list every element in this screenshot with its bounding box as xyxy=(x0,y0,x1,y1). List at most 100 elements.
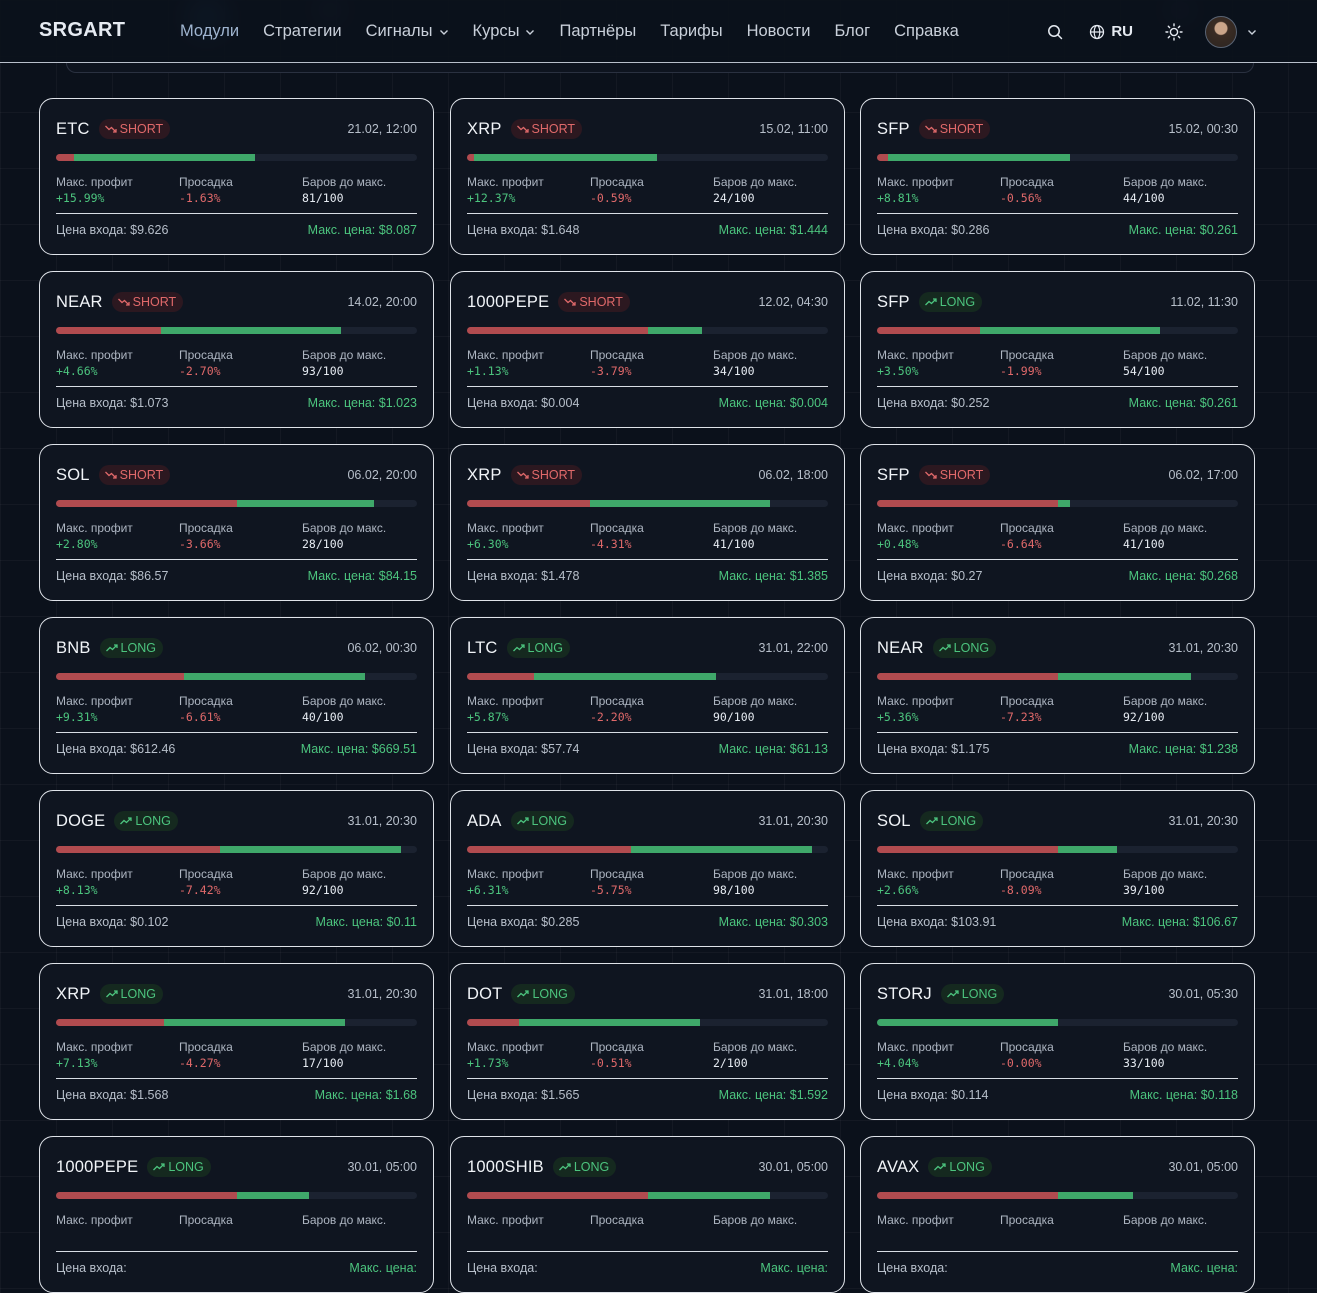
progress-bar xyxy=(877,327,1238,334)
max-price-label: Макс. цена: xyxy=(718,223,787,237)
profit-fill xyxy=(647,1192,771,1199)
stat-label: Просадка xyxy=(1000,1213,1054,1227)
nav-item-5[interactable]: Тарифы xyxy=(660,22,722,41)
signal-card[interactable]: LTC LONG 31.01, 22:00 Макс. профит +5.87… xyxy=(450,617,845,774)
stat-value: +8.13% xyxy=(56,883,98,897)
signal-card[interactable]: XRP LONG 31.01, 20:30 Макс. профит +7.13… xyxy=(39,963,434,1120)
nav-item-8[interactable]: Справка xyxy=(894,22,959,41)
signal-card[interactable]: 1000PEPE SHORT 12.02, 04:30 Макс. профит… xyxy=(450,271,845,428)
signal-card[interactable]: SOL SHORT 06.02, 20:00 Макс. профит +2.8… xyxy=(39,444,434,601)
profit-fill xyxy=(1057,846,1118,853)
divider xyxy=(467,213,828,214)
stat-label: Макс. профит xyxy=(56,1040,133,1054)
side-label: LONG xyxy=(135,814,171,828)
stat-label: Просадка xyxy=(1000,1040,1054,1054)
signal-card[interactable]: ETC SHORT 21.02, 12:00 Макс. профит +15.… xyxy=(39,98,434,255)
stat-label: Просадка xyxy=(1000,694,1054,708)
max-price-label: Макс. цена: xyxy=(760,1261,828,1275)
stat-value: +4.66% xyxy=(56,364,98,378)
max-price-label: Макс. цена: xyxy=(1128,569,1197,583)
side-label: LONG xyxy=(573,1160,610,1174)
progress-bar xyxy=(467,154,828,161)
stat-label: Макс. профит xyxy=(877,348,954,362)
signal-card[interactable]: BNB LONG 06.02, 00:30 Макс. профит +9.31… xyxy=(39,617,434,774)
stat-label: Баров до макс. xyxy=(1123,348,1208,362)
signal-card[interactable]: DOT LONG 31.01, 18:00 Макс. профит +1.73… xyxy=(450,963,845,1120)
stat-value: +1.13% xyxy=(467,364,509,378)
signal-card[interactable]: ADA LONG 31.01, 20:30 Макс. профит +6.31… xyxy=(450,790,845,947)
symbol: 1000PEPE xyxy=(467,292,550,311)
card-footer: Цена входа: $0.252 Макс. цена: $0.261 xyxy=(877,396,1238,410)
stat-bars: Баров до макс. xyxy=(302,1213,386,1229)
nav-item-1[interactable]: Стратегии xyxy=(263,22,341,41)
max-price-value: $1.592 xyxy=(789,1088,828,1102)
nav-item-4[interactable]: Партнёры xyxy=(559,22,636,41)
language-switcher[interactable]: RU xyxy=(1089,23,1133,40)
nav-item-7[interactable]: Блог xyxy=(834,22,870,41)
stat-label: Просадка xyxy=(179,348,233,362)
nav-item-label: Партнёры xyxy=(559,22,637,40)
signal-card[interactable]: XRP SHORT 15.02, 11:00 Макс. профит +12.… xyxy=(450,98,845,255)
stat-value: 24/100 xyxy=(713,191,755,205)
card-header: XRP LONG 31.01, 20:30 xyxy=(56,982,417,1006)
stat-max-profit: Макс. профит +2.80% xyxy=(56,521,133,551)
stat-bars: Баров до макс. xyxy=(1123,1213,1207,1229)
side-badge: LONG xyxy=(918,292,983,312)
entry-price-value: $0.004 xyxy=(541,396,580,410)
stat-label: Макс. профит xyxy=(877,1040,954,1054)
nav-item-label: Новости xyxy=(746,22,811,40)
stat-label: Просадка xyxy=(590,175,644,189)
symbol: SFP xyxy=(877,119,910,138)
signal-date: 31.01, 20:30 xyxy=(347,987,417,1001)
side-label: LONG xyxy=(531,814,567,828)
nav-item-2[interactable]: Сигналы xyxy=(366,22,449,41)
search-button[interactable] xyxy=(1047,24,1063,40)
symbol: NEAR xyxy=(56,292,103,311)
stat-max-profit: Макс. профит +1.73% xyxy=(467,1040,544,1070)
stats-row: Макс. профит Просадка Баров до макс. xyxy=(56,1213,417,1247)
signal-card[interactable]: SOL LONG 31.01, 20:30 Макс. профит +2.66… xyxy=(860,790,1255,947)
chevron-down-icon[interactable] xyxy=(1247,27,1257,37)
signal-card[interactable]: DOGE LONG 31.01, 20:30 Макс. профит +8.1… xyxy=(39,790,434,947)
progress-bar xyxy=(877,1019,1238,1026)
stat-drawdown: Просадка xyxy=(179,1213,233,1229)
drawdown-fill xyxy=(467,327,648,334)
trend-down-icon xyxy=(104,471,117,479)
signal-card[interactable]: NEAR SHORT 14.02, 20:00 Макс. профит +4.… xyxy=(39,271,434,428)
stat-value: -3.66% xyxy=(179,537,221,551)
user-avatar[interactable] xyxy=(1205,15,1237,48)
trend-up-icon xyxy=(934,1163,947,1171)
stat-drawdown: Просадка -6.61% xyxy=(179,694,233,724)
nav-item-6[interactable]: Новости xyxy=(747,22,811,41)
stat-label: Макс. профит xyxy=(467,175,544,189)
theme-toggle[interactable] xyxy=(1165,22,1183,41)
max-price: Макс. цена: $1.238 xyxy=(1129,742,1238,756)
nav-item-0[interactable]: Модули xyxy=(180,22,239,41)
stats-row: Макс. профит +12.37% Просадка -0.59% Бар… xyxy=(467,175,828,209)
entry-price: Цена входа: $1.565 xyxy=(467,1088,579,1102)
stats-row: Макс. профит +7.13% Просадка -4.27% Баро… xyxy=(56,1040,417,1074)
entry-price-label: Цена входа: xyxy=(56,223,127,237)
max-price: Макс. цена: $1.68 xyxy=(315,1088,417,1102)
card-header: SOL SHORT 06.02, 20:00 xyxy=(56,463,417,487)
progress-bar xyxy=(467,500,828,507)
signal-card[interactable]: SFP SHORT 06.02, 17:00 Макс. профит +0.4… xyxy=(860,444,1255,601)
max-price: Макс. цена: $1.444 xyxy=(719,223,828,237)
logo[interactable]: SRGART xyxy=(39,19,126,41)
signal-card[interactable]: NEAR LONG 31.01, 20:30 Макс. профит +5.3… xyxy=(860,617,1255,774)
stat-value: +5.36% xyxy=(877,710,919,724)
stat-value: -4.27% xyxy=(179,1056,221,1070)
profit-fill xyxy=(631,846,812,853)
max-price-label: Макс. цена: xyxy=(314,1088,383,1102)
stat-value: +15.99% xyxy=(56,191,105,205)
signal-card[interactable]: SFP SHORT 15.02, 00:30 Макс. профит +8.8… xyxy=(860,98,1255,255)
max-price: Макс. цена: $61.13 xyxy=(719,742,828,756)
stat-label: Баров до макс. xyxy=(1123,521,1208,535)
signal-card[interactable]: STORJ LONG 30.01, 05:30 Макс. профит +4.… xyxy=(860,963,1255,1120)
nav-item-3[interactable]: Курсы xyxy=(473,22,536,41)
signal-card[interactable]: XRP SHORT 06.02, 18:00 Макс. профит +6.3… xyxy=(450,444,845,601)
stat-label: Баров до макс. xyxy=(302,1040,387,1054)
signal-card[interactable]: SFP LONG 11.02, 11:30 Макс. профит +3.50… xyxy=(860,271,1255,428)
card-header: ETC SHORT 21.02, 12:00 xyxy=(56,117,417,141)
entry-price: Цена входа: $0.252 xyxy=(877,396,989,410)
